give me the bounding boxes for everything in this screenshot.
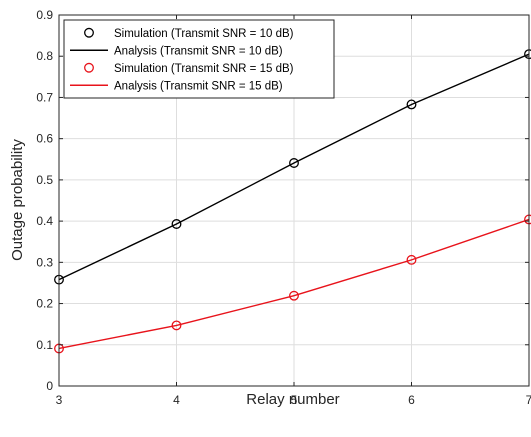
series-line-3 — [58, 218, 530, 350]
y-tick-label: 0.8 — [36, 49, 53, 63]
y-tick-label: 0.1 — [36, 338, 53, 352]
y-tick-label: 0 — [46, 379, 53, 393]
y-tick-label: 0.9 — [36, 8, 53, 22]
series-point-0 — [406, 99, 417, 110]
y-tick-label: 0.2 — [36, 297, 53, 311]
y-tick-label: 0.3 — [36, 255, 53, 269]
x-tick-label: 4 — [173, 393, 180, 407]
legend-label: Simulation (Transmit SNR = 15 dB) — [114, 63, 294, 75]
y-tick-label: 0.4 — [36, 214, 53, 228]
legend-label: Analysis (Transmit SNR = 15 dB) — [114, 80, 283, 92]
x-tick-label: 3 — [56, 393, 63, 407]
series-point-2 — [406, 254, 417, 265]
x-tick-label: 6 — [408, 393, 415, 407]
legend-label: Simulation (Transmit SNR = 10 dB) — [114, 28, 294, 40]
y-tick-label: 0.6 — [36, 132, 53, 146]
y-tick-label: 0.7 — [36, 90, 53, 104]
series-point-0 — [289, 158, 299, 168]
tick-labels: 3 4 5 6 7 0 0.1 0.2 0.3 0.4 0.5 0.6 0.7 0.8 0.9 — [36, 8, 531, 407]
series-point-2 — [171, 320, 182, 331]
y-axis-title: Outage probability — [9, 139, 26, 261]
y-tick-label: 0.5 — [36, 173, 53, 187]
legend-marker-swatch — [84, 62, 94, 73]
legend-label: Analysis (Transmit SNR = 10 dB) — [114, 45, 283, 57]
x-axis-title: Relay number — [246, 391, 339, 408]
legend: Simulation (Transmit SNR = 10 dB) Analysi… — [63, 19, 335, 99]
x-tick-label: 7 — [526, 393, 531, 407]
axes — [58, 14, 530, 387]
series-point-0 — [171, 219, 182, 229]
plot-series — [54, 49, 531, 354]
legend-box — [63, 19, 335, 99]
series-point-2 — [289, 290, 299, 301]
x-tick-label: 5 — [291, 393, 298, 407]
legend-marker-swatch — [84, 27, 94, 38]
series-line-1 — [58, 53, 530, 281]
